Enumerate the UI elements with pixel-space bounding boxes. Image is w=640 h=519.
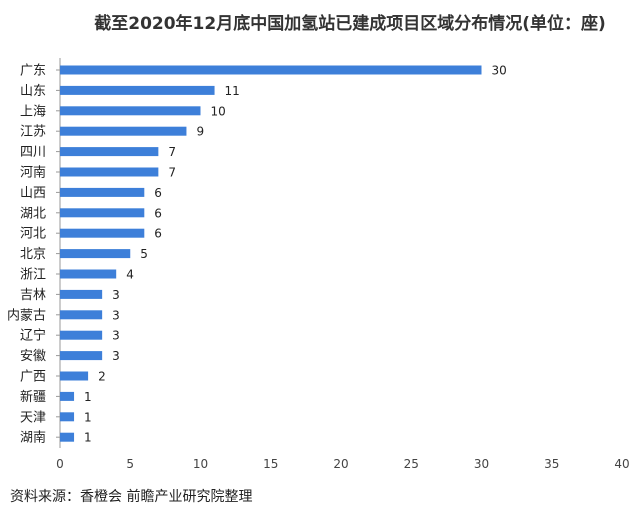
category-label: 内蒙古 bbox=[7, 307, 46, 323]
category-label: 河北 bbox=[20, 227, 46, 242]
category-label: 湖南 bbox=[20, 430, 46, 446]
category-label: 吉林 bbox=[20, 288, 46, 303]
x-tick-label: 10 bbox=[193, 457, 208, 471]
data-label: 1 bbox=[84, 390, 92, 404]
category-label: 新疆 bbox=[20, 389, 46, 405]
x-tick-label: 30 bbox=[474, 457, 489, 471]
data-label: 6 bbox=[154, 206, 162, 220]
x-tick-label: 25 bbox=[404, 457, 419, 471]
bar bbox=[60, 85, 215, 95]
bar bbox=[60, 391, 75, 401]
category-label: 安徽 bbox=[20, 349, 46, 364]
x-tick-label: 20 bbox=[333, 457, 348, 471]
data-label: 2 bbox=[98, 370, 106, 384]
data-label: 11 bbox=[225, 84, 240, 98]
data-label: 6 bbox=[154, 227, 162, 241]
category-label: 山东 bbox=[20, 84, 46, 99]
category-label: 天津 bbox=[20, 410, 46, 425]
bar bbox=[60, 249, 131, 259]
x-tick-label: 40 bbox=[614, 457, 629, 471]
data-label: 7 bbox=[168, 145, 176, 159]
bar bbox=[60, 167, 159, 177]
bar bbox=[60, 228, 145, 238]
data-label: 5 bbox=[140, 247, 148, 261]
category-label: 湖北 bbox=[20, 206, 46, 221]
data-label: 1 bbox=[84, 410, 92, 424]
bar bbox=[60, 106, 201, 116]
category-label: 浙江 bbox=[20, 268, 46, 283]
category-label: 广东 bbox=[20, 64, 46, 79]
bar bbox=[60, 208, 145, 218]
bar bbox=[60, 310, 103, 320]
bar bbox=[60, 269, 117, 279]
data-label: 3 bbox=[112, 329, 120, 343]
category-label: 北京 bbox=[20, 247, 46, 262]
bar bbox=[60, 412, 75, 422]
x-tick-label: 0 bbox=[56, 457, 64, 471]
bar bbox=[60, 187, 145, 197]
category-label: 江苏 bbox=[20, 124, 46, 140]
category-label: 上海 bbox=[20, 104, 46, 119]
data-label: 6 bbox=[154, 186, 162, 200]
category-label: 河南 bbox=[20, 165, 46, 181]
data-label: 9 bbox=[196, 125, 204, 139]
x-tick-label: 5 bbox=[126, 457, 134, 471]
bar bbox=[60, 289, 103, 299]
data-label: 3 bbox=[112, 308, 120, 322]
data-label: 30 bbox=[492, 64, 507, 78]
category-label: 四川 bbox=[20, 145, 46, 160]
x-tick-label: 35 bbox=[544, 457, 559, 471]
category-label: 辽宁 bbox=[20, 328, 46, 344]
source-note: 资料来源：香橙会 前瞻产业研究院整理 bbox=[10, 489, 253, 505]
bar bbox=[60, 65, 482, 75]
chart-title: 截至2020年12月底中国加氢站已建成项目区域分布情况(单位：座) bbox=[94, 14, 606, 34]
category-label: 广西 bbox=[20, 370, 46, 385]
x-tick-label: 15 bbox=[263, 457, 278, 471]
bar bbox=[60, 126, 187, 136]
data-label: 7 bbox=[168, 166, 176, 180]
bar bbox=[60, 330, 103, 340]
bar bbox=[60, 147, 159, 157]
data-label: 10 bbox=[211, 104, 226, 118]
data-label: 1 bbox=[84, 431, 92, 445]
bar bbox=[60, 351, 103, 361]
bar bbox=[60, 371, 89, 381]
data-label: 3 bbox=[112, 288, 120, 302]
data-label: 3 bbox=[112, 349, 120, 363]
bar bbox=[60, 432, 75, 442]
data-label: 4 bbox=[126, 268, 134, 282]
category-label: 山西 bbox=[20, 186, 46, 201]
